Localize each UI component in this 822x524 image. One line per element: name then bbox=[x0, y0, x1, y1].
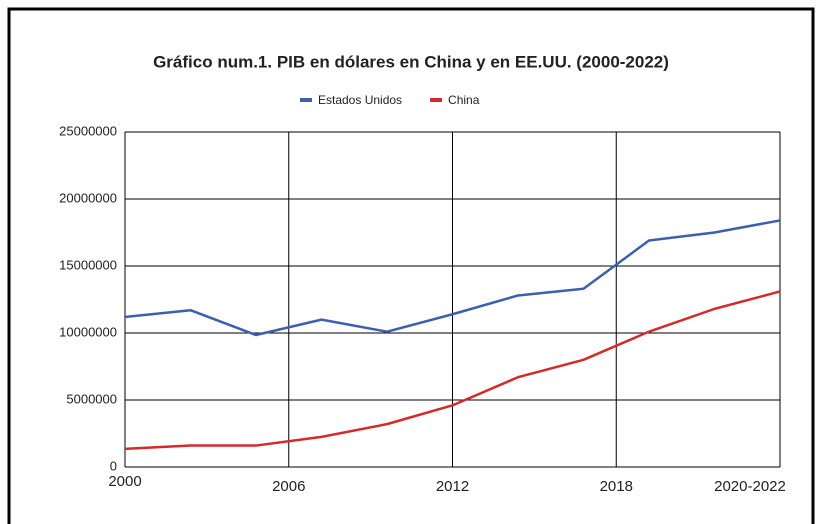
y-tick-label: 0 bbox=[110, 458, 117, 473]
y-tick-label: 10000000 bbox=[59, 324, 117, 339]
chart-title: Gráfico num.1. PIB en dólares en China y… bbox=[153, 52, 669, 71]
y-tick-label: 15000000 bbox=[59, 257, 117, 272]
series-line bbox=[124, 290, 781, 451]
legend-swatch bbox=[430, 98, 443, 102]
x-tick-label: 2020-2022 bbox=[714, 478, 786, 495]
x-tick-label: 2006 bbox=[272, 478, 305, 495]
y-tick-label: 5000000 bbox=[66, 391, 117, 406]
x-tick-label: 2012 bbox=[436, 478, 469, 495]
y-tick-label: 25000000 bbox=[59, 123, 117, 138]
legend-label: China bbox=[448, 93, 480, 107]
x-tick-label: 2000 bbox=[108, 473, 141, 490]
x-tick-label: 2018 bbox=[600, 478, 633, 495]
series-line bbox=[124, 219, 781, 337]
legend-label: Estados Unidos bbox=[318, 93, 402, 107]
y-tick-label: 20000000 bbox=[59, 190, 117, 205]
legend-swatch bbox=[300, 98, 312, 102]
